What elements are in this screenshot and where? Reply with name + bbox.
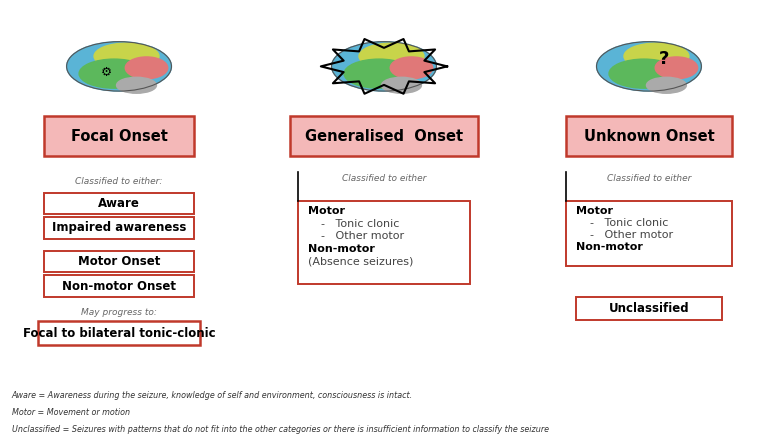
FancyBboxPatch shape: [44, 116, 194, 156]
Text: Classified to either: Classified to either: [342, 174, 426, 183]
Ellipse shape: [117, 77, 157, 93]
Text: Classified to either: Classified to either: [607, 174, 691, 183]
Text: Impaired awareness: Impaired awareness: [52, 221, 186, 235]
Ellipse shape: [67, 42, 171, 91]
Ellipse shape: [79, 59, 149, 88]
Text: Non-motor Onset: Non-motor Onset: [62, 279, 176, 293]
Text: (Absence seizures): (Absence seizures): [307, 257, 413, 267]
Text: Generalised  Onset: Generalised Onset: [305, 129, 463, 144]
Ellipse shape: [390, 57, 432, 79]
Text: -   Tonic clonic: - Tonic clonic: [590, 218, 669, 228]
Ellipse shape: [609, 59, 679, 88]
Ellipse shape: [125, 57, 167, 79]
FancyBboxPatch shape: [38, 321, 200, 345]
Text: Motor Onset: Motor Onset: [78, 255, 161, 268]
Ellipse shape: [624, 43, 689, 69]
Text: Unclassified = Seizures with patterns that do not fit into the other categories : Unclassified = Seizures with patterns th…: [12, 425, 548, 434]
FancyBboxPatch shape: [44, 217, 194, 239]
Text: -   Other motor: - Other motor: [590, 230, 674, 240]
FancyBboxPatch shape: [44, 275, 194, 297]
Ellipse shape: [382, 77, 422, 93]
FancyBboxPatch shape: [566, 116, 731, 156]
Text: Motor = Movement or motion: Motor = Movement or motion: [12, 408, 130, 417]
Text: Focal to bilateral tonic-clonic: Focal to bilateral tonic-clonic: [23, 326, 215, 340]
Ellipse shape: [344, 59, 414, 88]
FancyBboxPatch shape: [576, 297, 722, 320]
FancyBboxPatch shape: [566, 201, 731, 266]
Text: May progress to:: May progress to:: [81, 308, 157, 316]
FancyBboxPatch shape: [298, 201, 470, 283]
Text: Focal Onset: Focal Onset: [71, 129, 167, 144]
Text: ⚙: ⚙: [101, 66, 112, 79]
Ellipse shape: [359, 43, 424, 69]
Ellipse shape: [647, 77, 687, 93]
Text: ?: ?: [659, 50, 669, 68]
FancyBboxPatch shape: [290, 116, 478, 156]
Ellipse shape: [94, 43, 159, 69]
Ellipse shape: [655, 57, 697, 79]
Text: Non-motor: Non-motor: [307, 244, 375, 254]
FancyBboxPatch shape: [44, 193, 194, 214]
Ellipse shape: [597, 42, 701, 91]
FancyBboxPatch shape: [44, 251, 194, 272]
Ellipse shape: [332, 42, 436, 91]
Text: Unknown Onset: Unknown Onset: [584, 129, 714, 144]
Text: Aware = Awareness during the seizure, knowledge of self and environment, conscio: Aware = Awareness during the seizure, kn…: [12, 391, 412, 400]
Text: -   Tonic clonic: - Tonic clonic: [321, 219, 400, 228]
Text: Aware: Aware: [98, 197, 140, 210]
Text: Motor: Motor: [576, 206, 614, 216]
Text: Classified to either:: Classified to either:: [75, 177, 163, 186]
Text: Non-motor: Non-motor: [576, 242, 644, 253]
Text: -   Other motor: - Other motor: [321, 231, 405, 241]
Text: Motor: Motor: [307, 206, 345, 216]
Text: Unclassified: Unclassified: [609, 302, 689, 315]
